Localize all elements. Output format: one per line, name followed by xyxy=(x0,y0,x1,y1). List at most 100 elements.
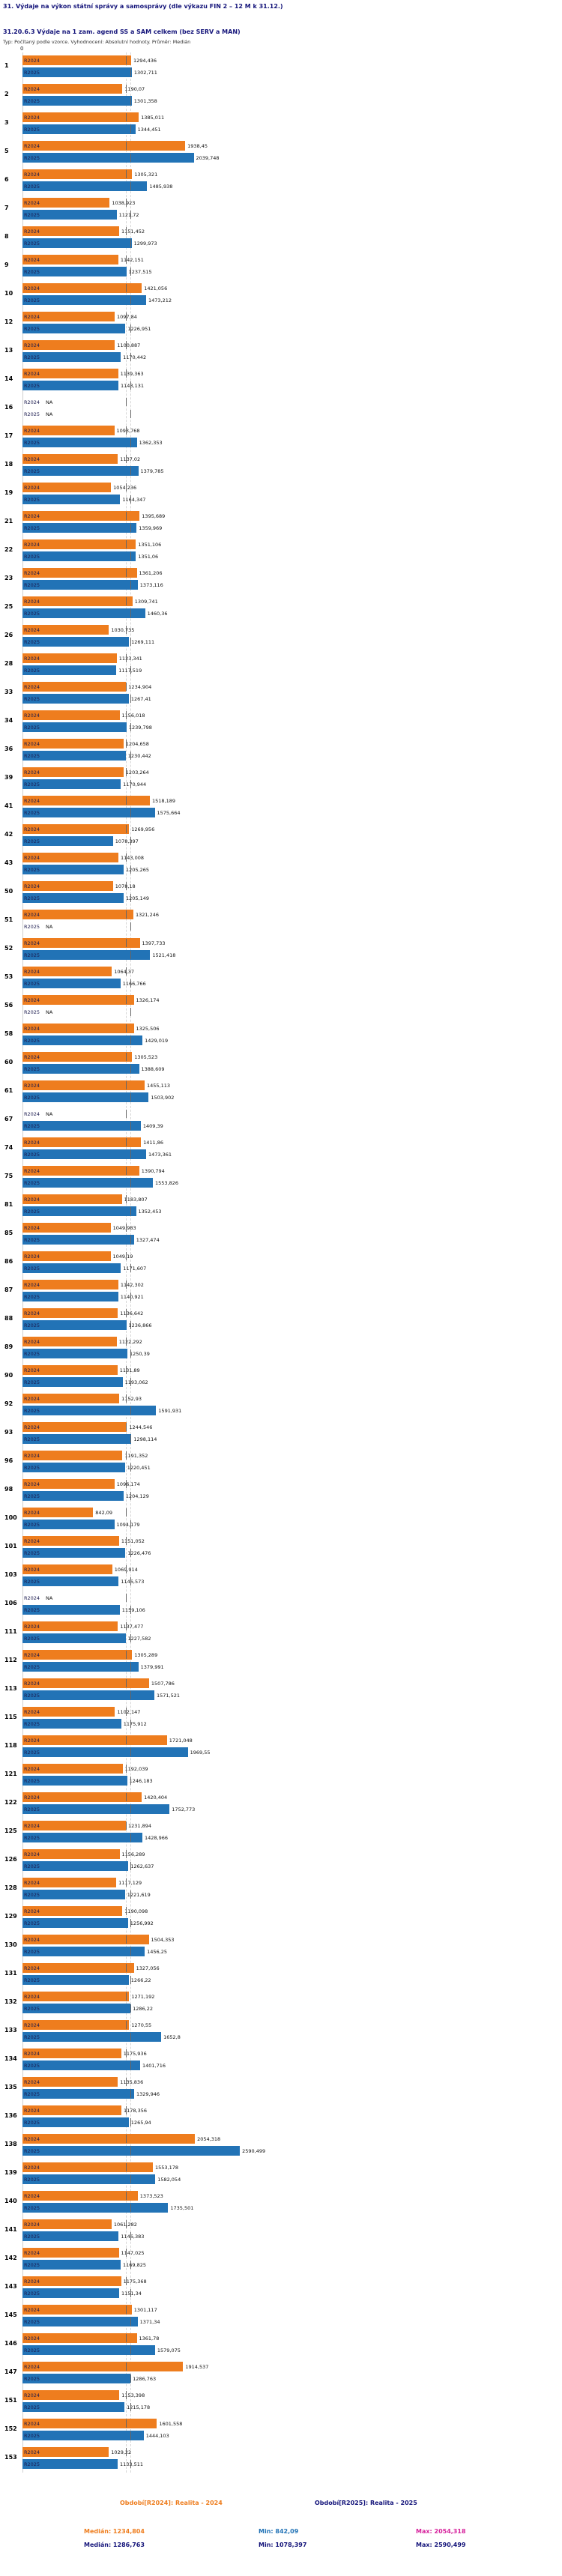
row-label: 98 xyxy=(4,1486,13,1493)
row-label: 126 xyxy=(4,1856,17,1863)
row-label: 133 xyxy=(4,2027,17,2034)
bar-value: 1485,938 xyxy=(149,184,173,190)
bar-row-r2025: R2025 1266,22 xyxy=(0,1974,562,1986)
bar-row-r2024: R2024 1721,048 xyxy=(0,1735,562,1746)
median-tick xyxy=(130,154,132,162)
bar-r2024 xyxy=(22,1764,123,1774)
bar-value: 1151,34 xyxy=(121,2291,142,2297)
chart-row: 19 R2024 1054,236 R2025 1164,347 xyxy=(0,480,562,508)
bar-value: 1379,991 xyxy=(140,1664,164,1670)
bar-row-r2025: R2025 1428,966 xyxy=(0,1832,562,1843)
series-label: R2024 xyxy=(24,1652,40,1658)
median-tick xyxy=(130,2004,132,2013)
median-tick xyxy=(126,853,127,862)
series-label: R2025 xyxy=(24,1607,40,1613)
chart-row: 101 R2024 1151,052 R2025 1226,476 xyxy=(0,1533,562,1561)
bar-row-r2024: R2024 1361,206 xyxy=(0,567,562,578)
chart-row: 18 R2024 1137,02 R2025 1379,785 xyxy=(0,451,562,480)
series-label: R2024 xyxy=(24,542,40,548)
median-tick xyxy=(126,1736,127,1744)
bar-r2025 xyxy=(22,551,136,561)
bar-value: 1286,763 xyxy=(133,2376,157,2382)
bar-row-r2025: R2025 1078,397 xyxy=(0,835,562,847)
row-label: 118 xyxy=(4,1742,17,1749)
row-label: 16 xyxy=(4,404,13,411)
series-label: R2025 xyxy=(24,952,40,958)
bar-r2024 xyxy=(22,2162,153,2172)
median-tick xyxy=(126,967,127,976)
bar-value: 1191,352 xyxy=(124,1453,148,1459)
bar-value: 1221,619 xyxy=(127,1892,151,1898)
median-tick xyxy=(130,1207,132,1215)
median-tick xyxy=(126,512,127,520)
bar-row-r2025: R2025 1221,619 xyxy=(0,1889,562,1900)
bar-row-r2024: R2024 1029,22 xyxy=(0,2446,562,2458)
median-tick xyxy=(126,1081,127,1089)
bar-row-r2025: R2025 1140,921 xyxy=(0,1291,562,1302)
series-label: R2024 xyxy=(24,1766,40,1772)
bar-r2024 xyxy=(22,1052,133,1062)
bar-r2024 xyxy=(22,1906,123,1916)
bar-value: 1164,347 xyxy=(122,497,146,503)
median-tick xyxy=(126,483,127,492)
row-label: 103 xyxy=(4,1571,17,1578)
chart-row: 6 R2024 1305,321 R2025 1485,938 xyxy=(0,166,562,195)
bar-value: 1591,931 xyxy=(158,1408,182,1414)
row-label: 26 xyxy=(4,632,13,638)
bar-row-r2024: R2024 1064,37 xyxy=(0,966,562,977)
series-label: R2024 xyxy=(24,2307,40,2313)
bar-value: 1100,887 xyxy=(117,342,141,348)
median-tick xyxy=(126,2135,127,2143)
series-label: R2025 xyxy=(24,2262,40,2268)
series-label: R2024 xyxy=(24,1140,40,1146)
series-label: R2025 xyxy=(24,2433,40,2439)
median-tick xyxy=(126,1337,127,1346)
chart-subtitle: 31.20.6.3 Výdaje na 1 zam. agend SS a SA… xyxy=(3,28,241,35)
chart-row: 92 R2024 1152,93 R2025 1591,931 xyxy=(0,1391,562,1419)
row-label: 88 xyxy=(4,1315,13,1322)
bar-row-r2025: R2025 1473,212 xyxy=(0,294,562,306)
bar-r2025 xyxy=(22,2459,118,2469)
series-label: R2025 xyxy=(24,2148,40,2154)
median-tick xyxy=(130,1691,132,1699)
series-label: R2025 xyxy=(24,411,40,417)
chart-row: 138 R2024 2054,318 R2025 2590,499 xyxy=(0,2131,562,2159)
median-tick xyxy=(126,796,127,805)
bar-value: 1239,798 xyxy=(128,725,152,731)
median-tick xyxy=(130,666,132,674)
median-tick xyxy=(130,1435,132,1443)
median-tick xyxy=(126,1793,127,1801)
bar-row-r2025: R2025 1267,41 xyxy=(0,693,562,704)
bar-r2024 xyxy=(22,112,139,122)
median-tick xyxy=(130,524,132,532)
bar-row-r2024: R2024 1420,404 xyxy=(0,1792,562,1803)
row-label: 53 xyxy=(4,973,13,980)
bar-r2025 xyxy=(22,1377,123,1387)
series-label: R2024 xyxy=(24,2335,40,2341)
median-tick xyxy=(130,1150,132,1158)
bar-row-r2024: R2024 1325,506 xyxy=(0,1023,562,1034)
series-label: R2025 xyxy=(24,867,40,873)
bar-row-r2024: R2024 1321,246 xyxy=(0,909,562,920)
series-label: R2024 xyxy=(24,1851,40,1857)
bar-row-r2025: R2025 1227,582 xyxy=(0,1633,562,1644)
series-label: R2025 xyxy=(24,1066,40,1072)
bar-r2025 xyxy=(22,665,117,675)
series-label: R2025 xyxy=(24,326,40,332)
bar-r2025 xyxy=(22,580,138,590)
bar-r2024 xyxy=(22,1621,118,1631)
chart-row: 43 R2024 1143,008 R2025 1205,265 xyxy=(0,850,562,878)
bar-row-r2025: R2025 1151,34 xyxy=(0,2288,562,2299)
median-tick xyxy=(130,2175,132,2183)
bar-value: 1131,89 xyxy=(119,1367,140,1373)
row-label: 87 xyxy=(4,1287,13,1293)
series-label: R2024 xyxy=(24,1538,40,1544)
row-label: 10 xyxy=(4,290,13,297)
bar-value: 1122,292 xyxy=(118,1339,142,1345)
series-label: R2024 xyxy=(24,2449,40,2455)
median-tick xyxy=(126,2306,127,2314)
bar-row-r2025: R2025 1204,129 xyxy=(0,1490,562,1502)
stat-median-2024: Medián: 1234,804 xyxy=(84,2528,145,2535)
bar-r2025 xyxy=(22,466,139,476)
median-tick xyxy=(126,768,127,776)
